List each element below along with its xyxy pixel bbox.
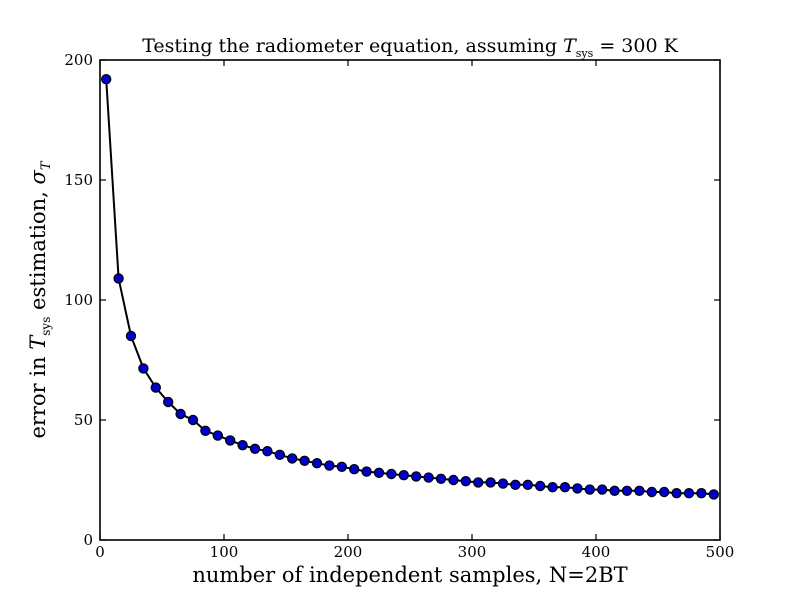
data-point <box>634 485 645 496</box>
data-point <box>547 482 558 493</box>
chart-title: Testing the radiometer equation, assumin… <box>142 35 678 60</box>
data-point <box>584 484 596 495</box>
data-point <box>361 466 372 477</box>
y-tick-label: 100 <box>64 291 93 309</box>
x-tick-label: 100 <box>210 543 239 561</box>
data-point <box>373 467 385 478</box>
data-point <box>200 425 211 436</box>
data-point <box>386 468 397 480</box>
data-point <box>683 488 695 499</box>
x-tick-label: 400 <box>582 543 611 561</box>
x-tick-label: 300 <box>458 543 487 561</box>
data-point <box>311 458 323 469</box>
data-point <box>398 470 409 481</box>
data-point <box>249 443 261 454</box>
ylabel-subscript: sys <box>39 317 53 336</box>
data-point <box>597 484 608 495</box>
data-point <box>274 449 285 460</box>
plot-area: 0 100 200 300 400 500 0 50 100 150 200 <box>64 51 734 561</box>
data-point <box>100 73 112 85</box>
y-tick-label: 150 <box>64 171 93 189</box>
y-tick-label: 200 <box>64 51 93 69</box>
data-point <box>262 446 273 457</box>
data-point <box>497 478 509 489</box>
x-tick-label: 200 <box>334 543 363 561</box>
data-point <box>671 488 682 499</box>
data-point <box>212 430 223 441</box>
title-subscript: sys <box>576 47 594 60</box>
data-point <box>460 476 471 487</box>
data-point <box>125 330 137 342</box>
data-point <box>646 486 658 498</box>
data-point <box>448 474 459 486</box>
data-point <box>659 486 670 498</box>
data-point <box>224 435 236 446</box>
ylabel-sigma-subscript: T <box>39 160 54 170</box>
title-value: = 300 K <box>593 35 678 57</box>
y-tick-label: 0 <box>83 531 93 549</box>
data-point <box>696 488 707 499</box>
data-point <box>349 464 360 475</box>
data-point <box>150 382 161 393</box>
data-point <box>708 489 720 500</box>
data-point <box>187 414 199 426</box>
data-point <box>299 455 310 466</box>
data-point <box>485 477 496 488</box>
axes-frame <box>99 59 721 541</box>
data-point <box>336 461 347 472</box>
x-axis-label: number of independent samples, N=2BT <box>192 563 627 587</box>
ylabel-mid: estimation, <box>26 184 50 316</box>
ylabel-sigma: σ <box>26 169 50 184</box>
data-point <box>435 473 447 484</box>
data-point <box>423 472 434 483</box>
data-point <box>572 483 583 494</box>
data-point <box>324 460 335 471</box>
y-axis-label: error in Tsys estimation, σT <box>26 160 54 438</box>
x-tick-label: 0 <box>95 543 105 561</box>
y-tick-label: 50 <box>74 411 93 429</box>
data-point <box>287 453 298 464</box>
x-tick-label: 500 <box>706 543 735 561</box>
title-variable: T <box>563 35 577 57</box>
ylabel-prefix: error in <box>26 350 50 439</box>
data-point <box>175 408 186 420</box>
ylabel-variable: T <box>26 334 50 350</box>
title-text: Testing the radiometer equation, assumin… <box>142 35 563 57</box>
data-point <box>411 471 422 482</box>
data-point <box>609 485 620 496</box>
data-point <box>535 480 546 492</box>
data-point <box>138 363 149 374</box>
data-point <box>113 273 124 284</box>
data-point <box>522 479 534 490</box>
data-point <box>237 440 248 451</box>
data-point <box>473 477 484 488</box>
series-line <box>105 79 714 496</box>
data-point <box>621 485 633 496</box>
data-point <box>559 482 571 493</box>
data-point <box>162 396 174 408</box>
data-point <box>510 479 521 490</box>
